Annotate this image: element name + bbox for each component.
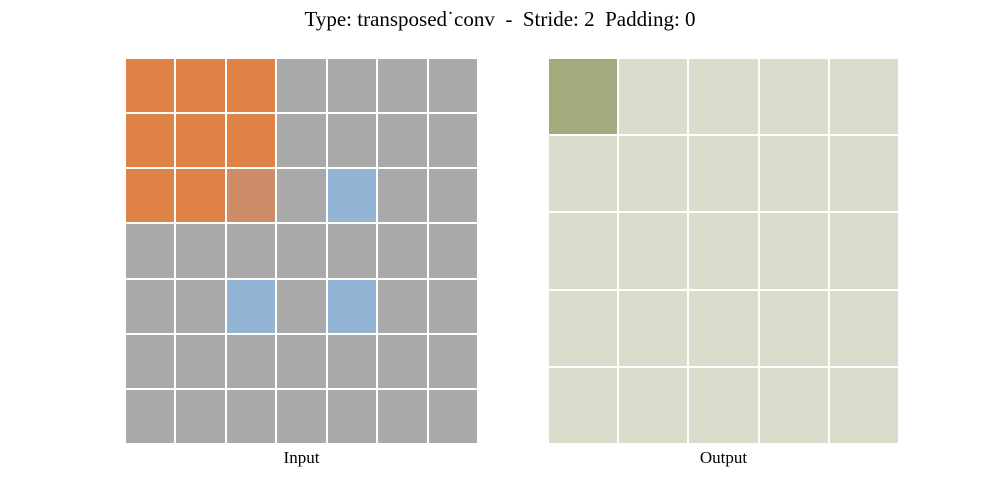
output-cell <box>689 59 758 135</box>
input-cell <box>176 114 225 168</box>
output-cell <box>829 367 898 443</box>
input-cell <box>327 59 377 113</box>
input-cell <box>428 224 477 278</box>
output-cell <box>619 136 688 212</box>
input-cell <box>378 114 427 168</box>
input-cell <box>428 389 477 443</box>
input-cell <box>428 279 477 333</box>
input-cell <box>277 334 326 388</box>
input-axis-label: Input <box>283 448 320 467</box>
input-cell <box>277 59 326 113</box>
input-cell <box>428 59 477 113</box>
input-cell <box>226 169 276 223</box>
input-cell <box>327 169 377 223</box>
output-cell <box>549 59 618 135</box>
output-grid <box>549 59 898 443</box>
output-cell <box>689 290 758 366</box>
output-cell <box>619 59 688 135</box>
output-cell <box>549 290 618 366</box>
input-cell <box>226 224 276 278</box>
input-cell <box>126 389 175 443</box>
output-cell <box>689 367 758 443</box>
input-cell <box>176 59 225 113</box>
input-cell <box>428 114 477 168</box>
input-cell <box>327 334 377 388</box>
output-cell <box>619 290 688 366</box>
input-cell <box>226 334 276 388</box>
output-cell <box>759 213 828 289</box>
figure-title: Type: transposed˙conv - Stride: 2 Paddin… <box>304 7 696 31</box>
output-cell <box>829 59 898 135</box>
input-cell <box>176 334 225 388</box>
output-axis-label: Output <box>699 448 748 467</box>
input-cell <box>378 224 427 278</box>
input-cell <box>126 59 175 113</box>
output-cell <box>549 136 618 212</box>
output-cell <box>829 213 898 289</box>
input-grid <box>126 59 477 443</box>
input-cell <box>378 59 427 113</box>
input-cell <box>126 224 175 278</box>
input-cell <box>327 279 377 333</box>
input-cell <box>126 114 175 168</box>
output-cell <box>549 213 618 289</box>
input-cell <box>176 389 225 443</box>
input-cell <box>378 169 427 223</box>
input-cell <box>126 169 175 223</box>
output-cell <box>619 213 688 289</box>
input-cell <box>277 224 326 278</box>
input-cell <box>277 389 326 443</box>
output-cell <box>619 367 688 443</box>
output-cell <box>759 290 828 366</box>
input-cell <box>428 334 477 388</box>
output-cell <box>759 136 828 212</box>
input-cell <box>378 279 427 333</box>
input-cell <box>428 169 477 223</box>
input-cell <box>126 279 175 333</box>
input-cell <box>277 169 326 223</box>
output-cell <box>689 136 758 212</box>
input-cell <box>277 279 326 333</box>
input-cell <box>226 389 276 443</box>
input-cell <box>327 224 377 278</box>
input-cell <box>327 389 377 443</box>
input-cell <box>176 224 225 278</box>
output-cell <box>759 59 828 135</box>
input-cell <box>176 279 225 333</box>
output-cell <box>829 290 898 366</box>
output-cell <box>759 367 828 443</box>
input-cell <box>176 169 225 223</box>
input-cell <box>226 114 276 168</box>
output-cell <box>689 213 758 289</box>
output-cell <box>829 136 898 212</box>
input-cell <box>378 334 427 388</box>
output-cell <box>549 367 618 443</box>
input-cell <box>226 279 276 333</box>
input-cell <box>126 334 175 388</box>
input-cell <box>378 389 427 443</box>
input-cell <box>327 114 377 168</box>
input-cell <box>226 59 276 113</box>
input-cell <box>277 114 326 168</box>
